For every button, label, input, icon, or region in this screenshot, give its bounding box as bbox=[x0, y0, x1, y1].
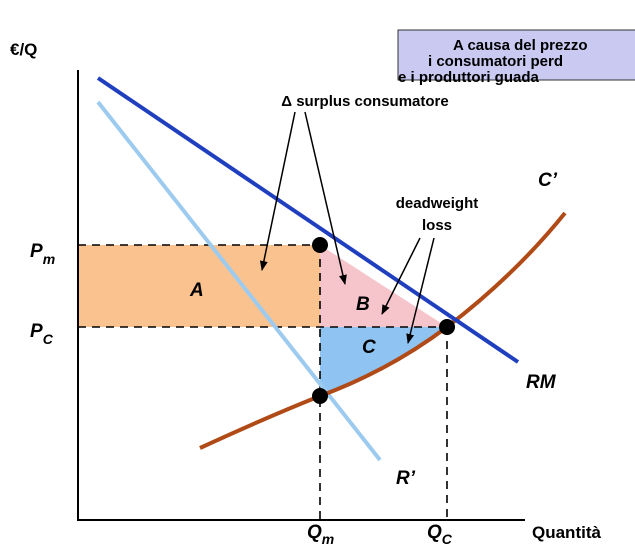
point bbox=[312, 388, 328, 404]
quantity-sub: m bbox=[322, 531, 334, 547]
guides bbox=[78, 244, 448, 520]
area-c bbox=[320, 327, 447, 396]
mr-curve bbox=[96, 100, 382, 462]
annotation: loss bbox=[422, 217, 452, 234]
curve-label: RM bbox=[526, 372, 557, 393]
curve-label: R’ bbox=[396, 468, 416, 489]
quantity-main: Q bbox=[427, 522, 442, 543]
price-sub: C bbox=[43, 331, 54, 347]
price-main: P bbox=[30, 241, 43, 262]
annotation: Δ surplus consumatore bbox=[281, 93, 448, 110]
note-line: i consumatori perd bbox=[428, 53, 563, 70]
x-axis-label: Quantità bbox=[532, 523, 601, 542]
area-a bbox=[78, 245, 320, 327]
quantity-label: QC bbox=[427, 522, 453, 547]
note-line: e i produttori guada bbox=[398, 69, 539, 86]
annotation: deadweight bbox=[396, 195, 479, 212]
y-axis-label: €/Q bbox=[10, 40, 37, 59]
curve-label: C’ bbox=[538, 170, 558, 191]
area-label: B bbox=[356, 294, 370, 315]
quantity-sub: C bbox=[442, 531, 453, 547]
price-sub: m bbox=[43, 251, 55, 267]
quantity-label: Qm bbox=[307, 522, 334, 547]
note-box bbox=[397, 29, 635, 81]
point bbox=[439, 319, 455, 335]
point bbox=[312, 237, 328, 253]
arrows bbox=[259, 111, 435, 344]
price-label: PC bbox=[30, 321, 54, 347]
demand-curve bbox=[96, 76, 520, 364]
area-label: A bbox=[189, 280, 204, 301]
price-label: Pm bbox=[30, 241, 55, 267]
area-label: C bbox=[362, 337, 376, 358]
quantity-main: Q bbox=[307, 522, 322, 543]
area-b bbox=[320, 245, 447, 327]
mc-curve bbox=[199, 211, 567, 450]
note-line: A causa del prezzo bbox=[453, 37, 588, 54]
price-main: P bbox=[30, 321, 43, 342]
